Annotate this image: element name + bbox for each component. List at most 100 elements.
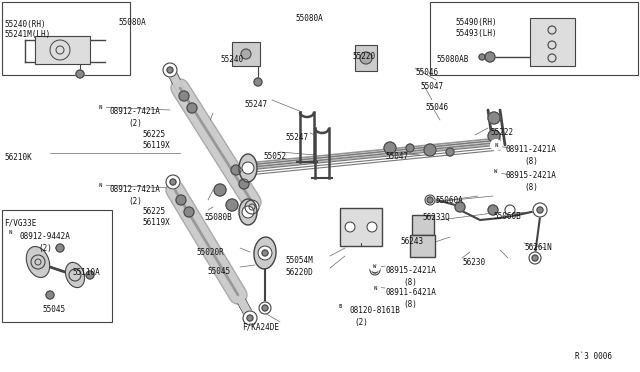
Text: 08912-9442A: 08912-9442A — [20, 232, 71, 241]
Text: 55046: 55046 — [425, 103, 448, 112]
Text: (2): (2) — [38, 244, 52, 253]
Text: 56119X: 56119X — [142, 218, 170, 227]
Text: (8): (8) — [403, 278, 417, 287]
Text: 08912-7421A: 08912-7421A — [110, 107, 161, 116]
Circle shape — [95, 102, 106, 112]
Text: 55020R: 55020R — [196, 248, 224, 257]
Ellipse shape — [26, 247, 50, 278]
Text: 56230: 56230 — [462, 258, 485, 267]
Circle shape — [532, 255, 538, 261]
Circle shape — [548, 41, 556, 49]
Text: 55080AB: 55080AB — [436, 55, 468, 64]
Text: (8): (8) — [403, 300, 417, 309]
Circle shape — [56, 244, 64, 252]
Circle shape — [537, 207, 543, 213]
Text: 55241M(LH): 55241M(LH) — [4, 30, 51, 39]
Circle shape — [370, 283, 380, 293]
Circle shape — [485, 52, 495, 62]
Text: 55110A: 55110A — [72, 268, 100, 277]
Text: 56220D: 56220D — [285, 268, 313, 277]
Text: 56225: 56225 — [142, 130, 165, 139]
Circle shape — [242, 206, 254, 218]
Circle shape — [50, 40, 70, 60]
Circle shape — [406, 144, 414, 152]
Text: 55047: 55047 — [385, 152, 408, 161]
Circle shape — [184, 207, 194, 217]
Text: (8): (8) — [524, 157, 538, 166]
Circle shape — [187, 103, 197, 113]
Text: 55080A: 55080A — [118, 18, 146, 27]
Text: 55047: 55047 — [420, 82, 443, 91]
Text: 55220: 55220 — [352, 52, 375, 61]
Circle shape — [69, 269, 81, 281]
Circle shape — [372, 285, 378, 291]
Circle shape — [548, 54, 556, 62]
Text: 08911-6421A: 08911-6421A — [385, 288, 436, 297]
Circle shape — [548, 26, 556, 34]
Text: 56261N: 56261N — [524, 243, 552, 252]
Text: 55045: 55045 — [42, 305, 65, 314]
Text: 55060A: 55060A — [435, 196, 463, 205]
Circle shape — [424, 144, 436, 156]
Circle shape — [247, 315, 253, 321]
Circle shape — [31, 255, 45, 269]
Text: B: B — [339, 304, 342, 309]
Circle shape — [56, 46, 64, 54]
Bar — [340, 208, 382, 246]
Circle shape — [367, 222, 377, 232]
Circle shape — [166, 175, 180, 189]
Bar — [35, 36, 90, 64]
Circle shape — [446, 148, 454, 156]
Bar — [412, 215, 434, 235]
Circle shape — [455, 202, 465, 212]
Circle shape — [35, 259, 41, 265]
Text: N: N — [99, 183, 102, 188]
Circle shape — [167, 67, 173, 73]
Text: 55080A: 55080A — [295, 14, 323, 23]
Circle shape — [170, 179, 176, 185]
Circle shape — [370, 265, 380, 275]
Text: 55054M: 55054M — [285, 256, 313, 265]
Circle shape — [4, 227, 15, 237]
Circle shape — [179, 91, 189, 101]
Text: 56233Q: 56233Q — [422, 213, 450, 222]
Circle shape — [226, 199, 238, 211]
Circle shape — [369, 260, 381, 272]
Circle shape — [533, 203, 547, 217]
Text: 55493(LH): 55493(LH) — [455, 29, 497, 38]
Ellipse shape — [254, 237, 276, 269]
Circle shape — [360, 52, 372, 64]
Circle shape — [490, 140, 502, 151]
Circle shape — [46, 291, 54, 299]
Text: 08911-2421A: 08911-2421A — [506, 145, 557, 154]
Text: N: N — [99, 105, 102, 110]
Circle shape — [243, 311, 257, 325]
Text: 56119X: 56119X — [142, 141, 170, 150]
Bar — [2, 2, 130, 75]
Circle shape — [369, 282, 381, 294]
Circle shape — [176, 195, 186, 205]
Circle shape — [427, 197, 433, 203]
Text: 55080B: 55080B — [204, 213, 232, 222]
Text: 56243: 56243 — [400, 237, 423, 246]
Circle shape — [262, 305, 268, 311]
Text: N: N — [8, 230, 12, 235]
Text: 55060B: 55060B — [493, 212, 521, 221]
Circle shape — [95, 180, 106, 190]
Circle shape — [488, 205, 498, 215]
Circle shape — [76, 70, 84, 78]
Text: N: N — [494, 143, 498, 148]
Text: 08915-2421A: 08915-2421A — [385, 266, 436, 275]
Circle shape — [488, 130, 500, 142]
Text: 55052: 55052 — [263, 152, 286, 161]
Circle shape — [505, 205, 515, 215]
Bar — [2, 210, 112, 322]
Circle shape — [372, 267, 378, 273]
Text: (2): (2) — [354, 318, 368, 327]
Bar — [430, 2, 638, 75]
Text: F/KA24DE: F/KA24DE — [242, 322, 279, 331]
Circle shape — [245, 200, 259, 214]
Circle shape — [254, 78, 262, 86]
Bar — [355, 45, 377, 71]
Text: 08915-2421A: 08915-2421A — [506, 171, 557, 180]
